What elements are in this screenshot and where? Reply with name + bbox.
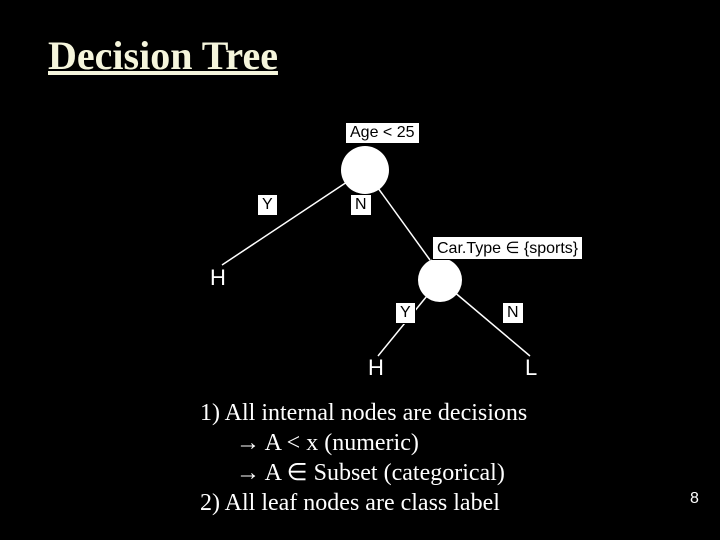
- note-line-2: → A < x (numeric): [200, 428, 527, 458]
- note-line-3: → A ∈ Subset (categorical): [200, 458, 527, 488]
- edge-label-n-right: N: [350, 194, 372, 216]
- edge-label-y-left: Y: [257, 194, 278, 216]
- page-number: 8: [690, 490, 699, 508]
- edge-label-n-right2: N: [502, 302, 524, 324]
- note-line-1: 1) All internal nodes are decisions: [200, 398, 527, 428]
- tree-node-cartype: [418, 258, 462, 302]
- leaf-h-2: H: [368, 355, 384, 381]
- notes-text: 1) All internal nodes are decisions → A …: [200, 398, 527, 518]
- tree-node-root: [341, 146, 389, 194]
- node-label-cartype: Car.Type ∈ {sports}: [432, 236, 583, 260]
- edge-label-y-left2: Y: [395, 302, 416, 324]
- note-line-4: 2) All leaf nodes are class label: [200, 488, 527, 518]
- leaf-h-1: H: [210, 265, 226, 291]
- leaf-l: L: [525, 355, 537, 381]
- node-label-age: Age < 25: [345, 122, 420, 144]
- slide-title: Decision Tree: [48, 32, 278, 79]
